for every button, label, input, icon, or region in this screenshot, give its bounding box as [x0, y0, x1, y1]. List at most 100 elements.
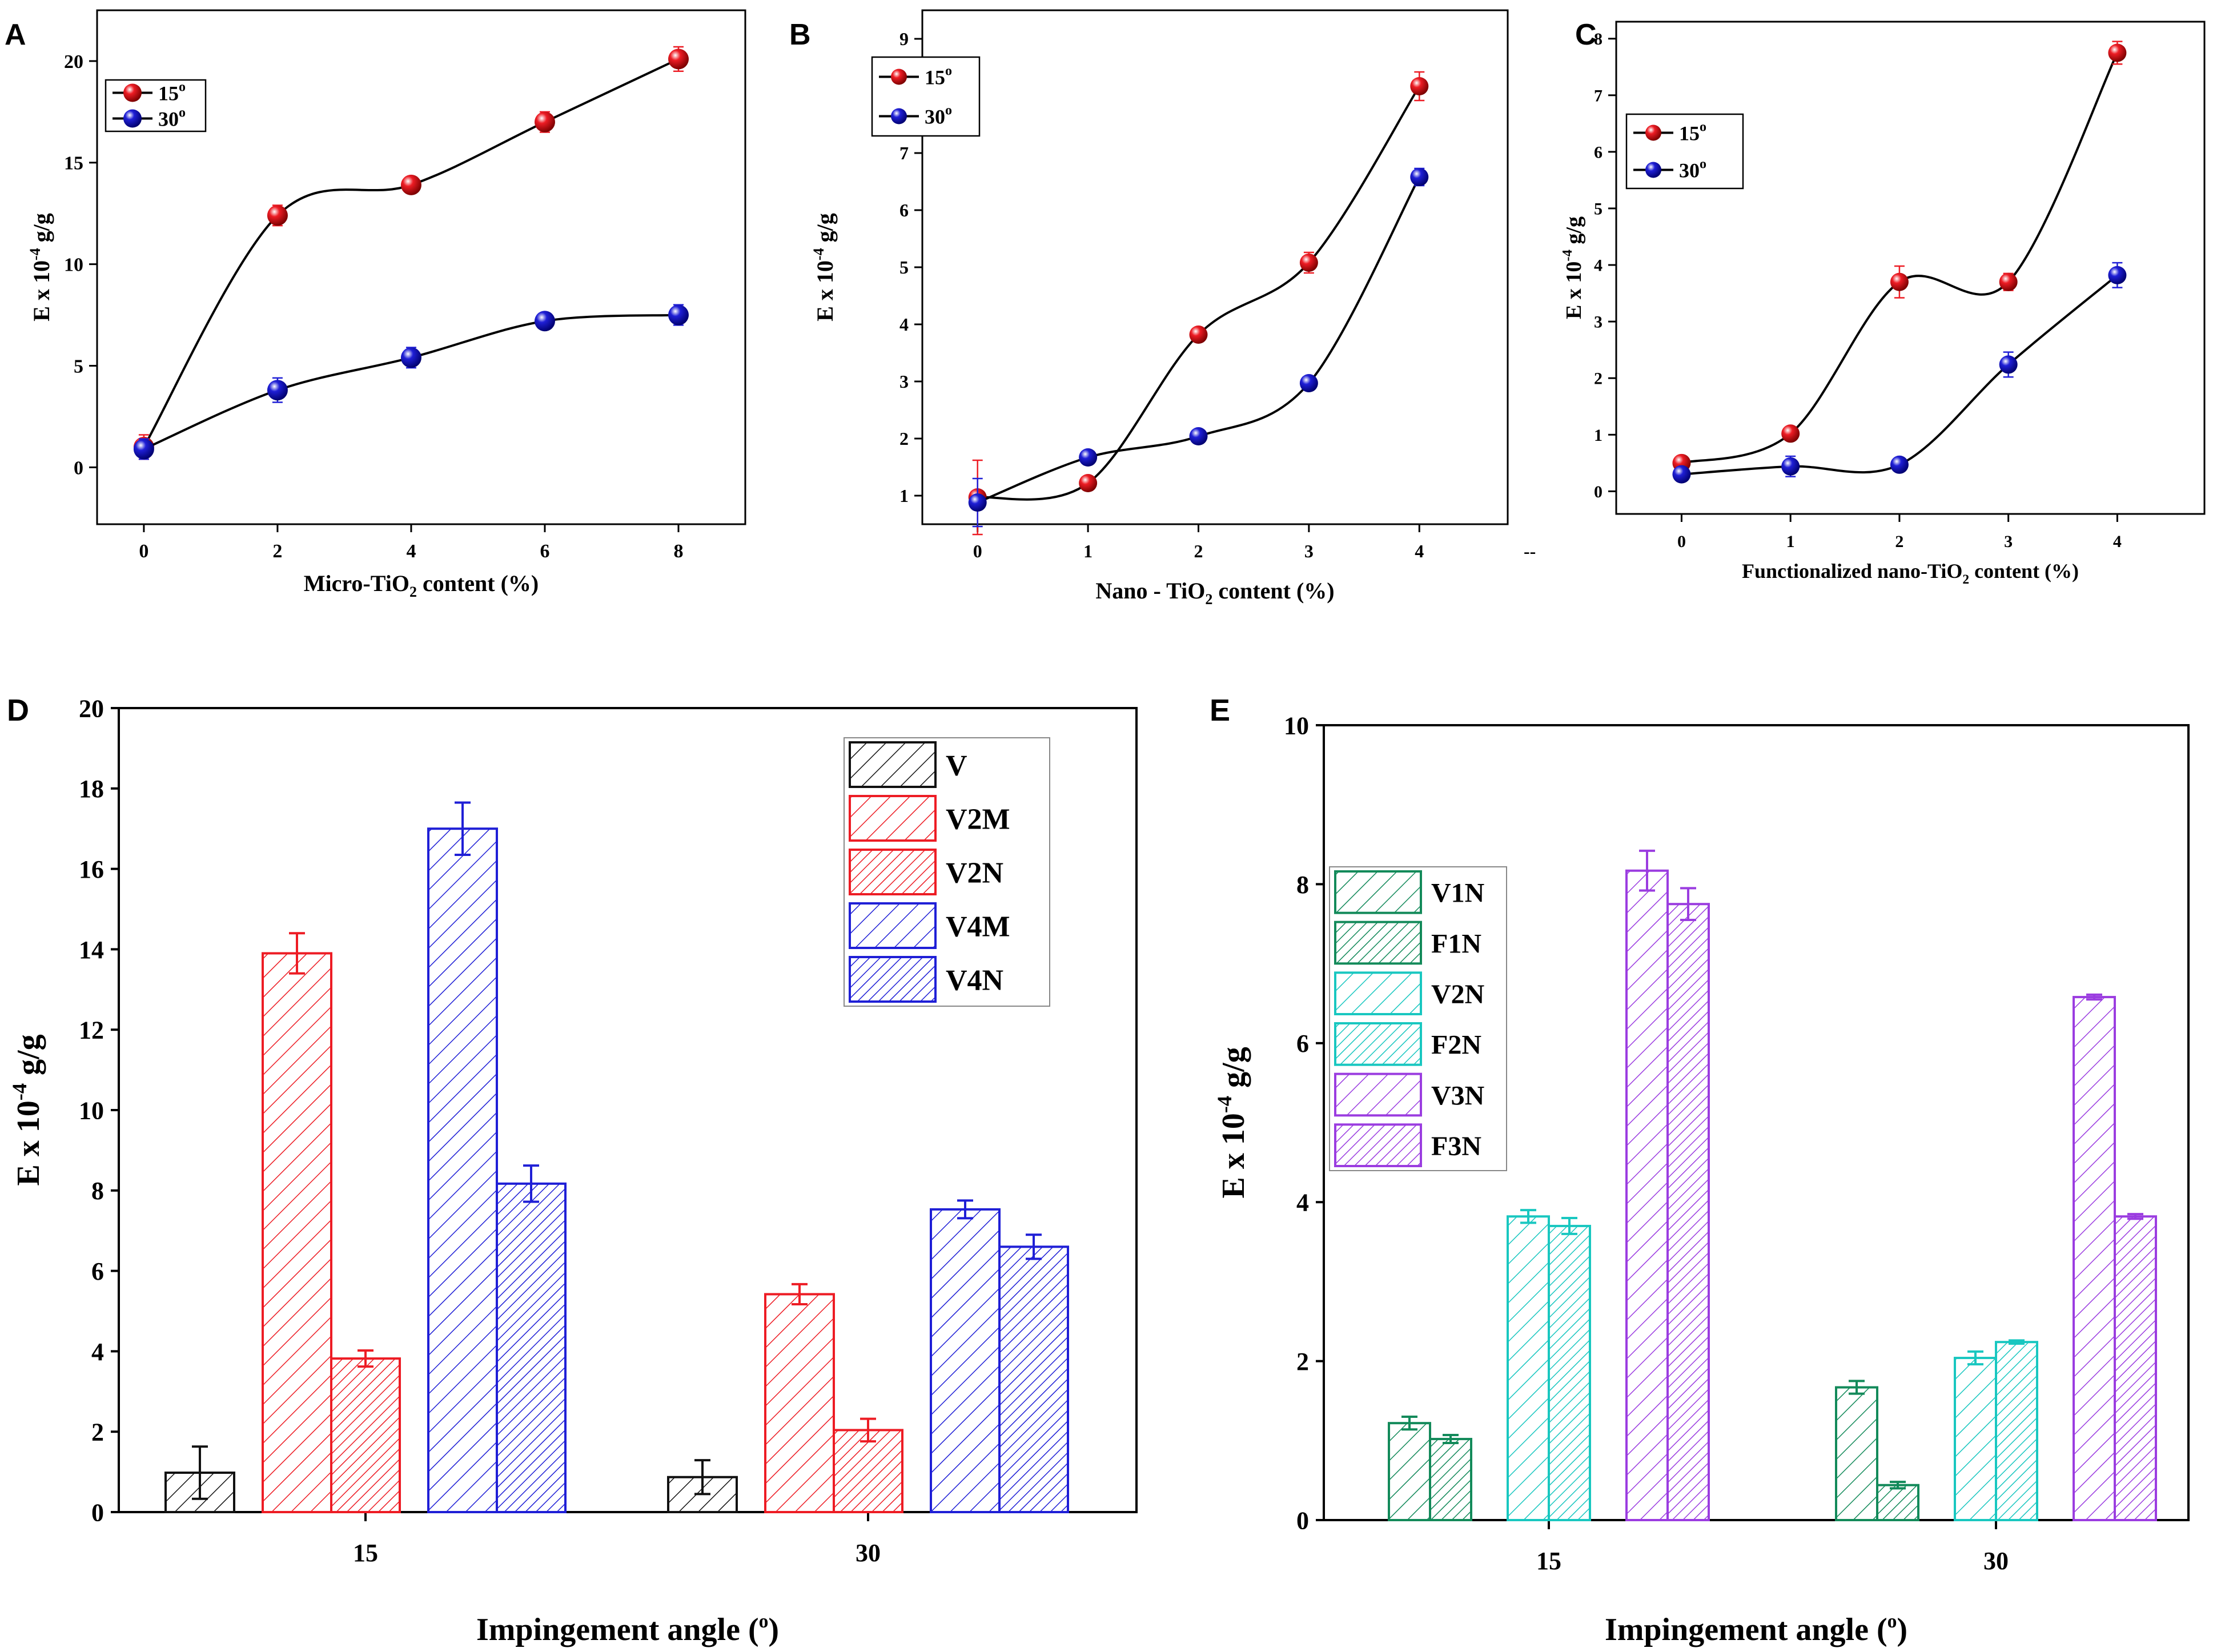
y-tick-label: 14: [79, 936, 104, 964]
y-tick-label: 4: [91, 1338, 104, 1366]
legend-label: V2M: [946, 803, 1010, 836]
data-point: [1781, 457, 1800, 476]
y-tick-label: 6: [1594, 143, 1603, 162]
y-tick-label: 15: [64, 153, 83, 174]
plot-frame: [1615, 21, 2206, 515]
legend-swatch: [1334, 1123, 1422, 1168]
data-point: [1781, 424, 1800, 443]
series-line-30: [977, 176, 1421, 504]
x-tick-label: 2: [1194, 541, 1203, 561]
legend-marker: [891, 108, 907, 124]
y-tick-label: 0: [1296, 1506, 1309, 1534]
y-axis-label: E x 10-4 g/g: [1560, 216, 1586, 319]
panel-C: C 0 1 2 3 4 0 1 2 3 4 5 6 7 8 Functionalized nano-TiO2 …: [1560, 18, 2206, 587]
plot-frame: [1323, 724, 2190, 1521]
panel-letter: D: [7, 693, 29, 727]
x-tick-label: 0: [139, 541, 148, 562]
x-tick-label: 3: [2004, 532, 2013, 551]
legend-swatch: [1334, 1022, 1422, 1066]
legend-box: [871, 56, 981, 137]
legend-box: [1625, 113, 1744, 190]
bar-F3N-30: [2114, 1215, 2157, 1522]
y-tick-label: 12: [79, 1016, 104, 1044]
x-tick-label: 4: [1415, 541, 1424, 561]
y-tick-label: 7: [899, 143, 909, 163]
y-tick-label: 0: [74, 457, 83, 479]
y-tick-label: 5: [74, 356, 83, 377]
y-tick-label: 5: [1594, 199, 1603, 218]
bar-V2M-30: [764, 1293, 835, 1513]
bar-V2N-30: [833, 1429, 903, 1514]
y-tick-label: 2: [91, 1418, 104, 1446]
y-tick-label: 2: [899, 428, 909, 449]
y-tick-label: 6: [1296, 1030, 1309, 1058]
x-tick-label: 30: [1983, 1547, 2009, 1575]
y-tick-label: 16: [79, 855, 104, 883]
bar-V3N-15: [1625, 869, 1669, 1521]
bar-V2M-15: [262, 952, 332, 1513]
bar-F1N-30: [1876, 1484, 1919, 1521]
x-axis-label: Micro-TiO2 content (%): [304, 570, 539, 600]
y-axis-label: E x 10-4 g/g: [810, 213, 838, 321]
data-point: [1999, 355, 2018, 374]
bar-V1N-15: [1388, 1422, 1431, 1522]
legend-marker: [123, 83, 142, 102]
legend-label: 30o: [1679, 157, 1706, 182]
data-point: [267, 380, 288, 401]
legend-box: [1329, 866, 1507, 1171]
x-tick-label: 15: [353, 1539, 378, 1567]
y-axis-label: E x 10-4 g/g: [1213, 1047, 1251, 1198]
y-tick-label: 4: [1594, 256, 1603, 275]
y-tick-label: 20: [79, 694, 104, 722]
legend-swatch: [849, 956, 937, 1003]
series-line-15: [143, 58, 679, 448]
x-tick-label: 0: [973, 541, 982, 561]
y-axis-label: E x 10-4 g/g: [8, 1034, 46, 1185]
legend-swatch: [849, 849, 937, 895]
bar-V2N-15: [330, 1357, 401, 1514]
bar-V1N-30: [1835, 1386, 1878, 1521]
legend-label: V4N: [946, 964, 1003, 997]
legend-swatch: [1334, 921, 1422, 965]
x-tick-label: 4: [406, 541, 416, 562]
y-tick-label: 7: [1594, 86, 1603, 105]
data-point: [1299, 374, 1318, 392]
panel-letter: A: [5, 18, 26, 51]
y-tick-label: 6: [91, 1257, 104, 1285]
data-point: [1672, 465, 1691, 484]
data-point: [968, 493, 987, 512]
bar-V3N-30: [2073, 996, 2116, 1521]
plot-frame: [96, 9, 746, 525]
legend-label: V: [946, 750, 967, 782]
x-axis-label: Functionalized nano-TiO2 content (%): [1742, 560, 2079, 587]
bar-V4N-15: [496, 1182, 567, 1514]
legend-marker: [1645, 162, 1661, 178]
legend-label: F2N: [1431, 1030, 1481, 1060]
bar-F1N-15: [1429, 1438, 1472, 1522]
x-tick-label: 0: [1677, 532, 1686, 551]
y-tick-label: 5: [899, 257, 909, 278]
x-tick-label: 4: [2113, 532, 2122, 551]
series-line-30: [143, 313, 679, 451]
data-point: [1189, 427, 1208, 445]
data-point: [534, 111, 555, 132]
legend-swatch: [849, 795, 937, 842]
series-line-15: [1681, 52, 2119, 464]
data-point: [1079, 448, 1098, 467]
legend: V1N F1N V2N F2N V3N F3N: [1329, 866, 1507, 1171]
data-point: [2108, 43, 2127, 62]
bar-F2N-30: [1995, 1341, 2038, 1521]
bar-V4M-30: [930, 1208, 1001, 1513]
data-point: [534, 311, 555, 332]
y-tick-label: 20: [64, 51, 83, 73]
y-tick-label: 0: [1594, 483, 1603, 501]
y-tick-label: 1: [899, 485, 909, 506]
data-point: [1079, 474, 1098, 492]
x-tick-label: 15: [1536, 1547, 1561, 1575]
legend-marker: [1645, 124, 1661, 141]
x-tick-label: 3: [1304, 541, 1314, 561]
legend-label: V3N: [1431, 1080, 1485, 1111]
